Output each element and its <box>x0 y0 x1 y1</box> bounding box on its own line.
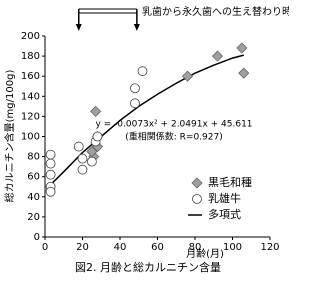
legend-label: 多項式 <box>208 207 241 221</box>
point <box>77 153 88 164</box>
point <box>86 156 97 167</box>
y-tick-label: 180 <box>21 51 40 62</box>
y-tick-label: 160 <box>21 71 40 82</box>
x-tick-label: 80 <box>189 242 202 253</box>
point <box>45 158 56 169</box>
y-tick-label: 0 <box>34 232 40 243</box>
y-tick-label: 140 <box>21 91 40 102</box>
annotation-arrowhead <box>133 24 140 31</box>
point <box>236 42 248 54</box>
point <box>130 83 140 94</box>
point <box>211 50 224 62</box>
point <box>45 186 56 197</box>
y-tick-label: 200 <box>21 31 40 42</box>
point <box>130 98 140 109</box>
annotation-arrowhead <box>75 24 82 31</box>
x-tick-label: 100 <box>223 242 242 253</box>
point <box>86 146 98 158</box>
legend-label: 黒毛和種 <box>208 175 252 189</box>
y-tick-label: 60 <box>27 172 40 183</box>
point <box>181 70 194 82</box>
point <box>92 131 103 142</box>
x-tick-label: 60 <box>151 242 164 253</box>
point <box>90 105 102 117</box>
x-tick-label: 40 <box>114 242 127 253</box>
point <box>77 164 88 175</box>
x-tick-label: 0 <box>42 242 48 253</box>
equation: (重相関係数: R=0.927) <box>125 131 222 143</box>
point <box>238 67 250 79</box>
point <box>73 141 84 152</box>
chart: 図2. 月齢と総カルニチン含量 月齢(月) 総カルニチン含量(mg/100g) … <box>3 5 289 274</box>
point <box>137 66 148 77</box>
legend-swatch <box>192 194 202 204</box>
x-tick-label: 20 <box>76 242 89 253</box>
legend-swatch <box>191 177 203 189</box>
y-tick-label: 100 <box>21 132 40 143</box>
annotation-text: 乳歯から永久歯への生え替わり時期 <box>142 5 289 18</box>
chart-title: 図2. 月齢と総カルニチン含量 <box>75 260 221 274</box>
y-axis-label: 総カルニチン含量(mg/100g) <box>3 70 16 203</box>
legend-label: 乳雄牛 <box>208 191 241 205</box>
point <box>45 149 56 160</box>
y-tick-label: 40 <box>27 192 40 203</box>
y-tick-label: 80 <box>27 152 40 163</box>
point <box>45 169 56 180</box>
y-tick-label: 20 <box>27 212 40 223</box>
x-tick-label: 120 <box>260 242 279 253</box>
y-tick-label: 120 <box>21 111 40 122</box>
equation: y = -0.0073x² + 2.0491x + 45.611 <box>95 120 252 130</box>
x-axis-label: 月齢(月) <box>186 247 224 260</box>
